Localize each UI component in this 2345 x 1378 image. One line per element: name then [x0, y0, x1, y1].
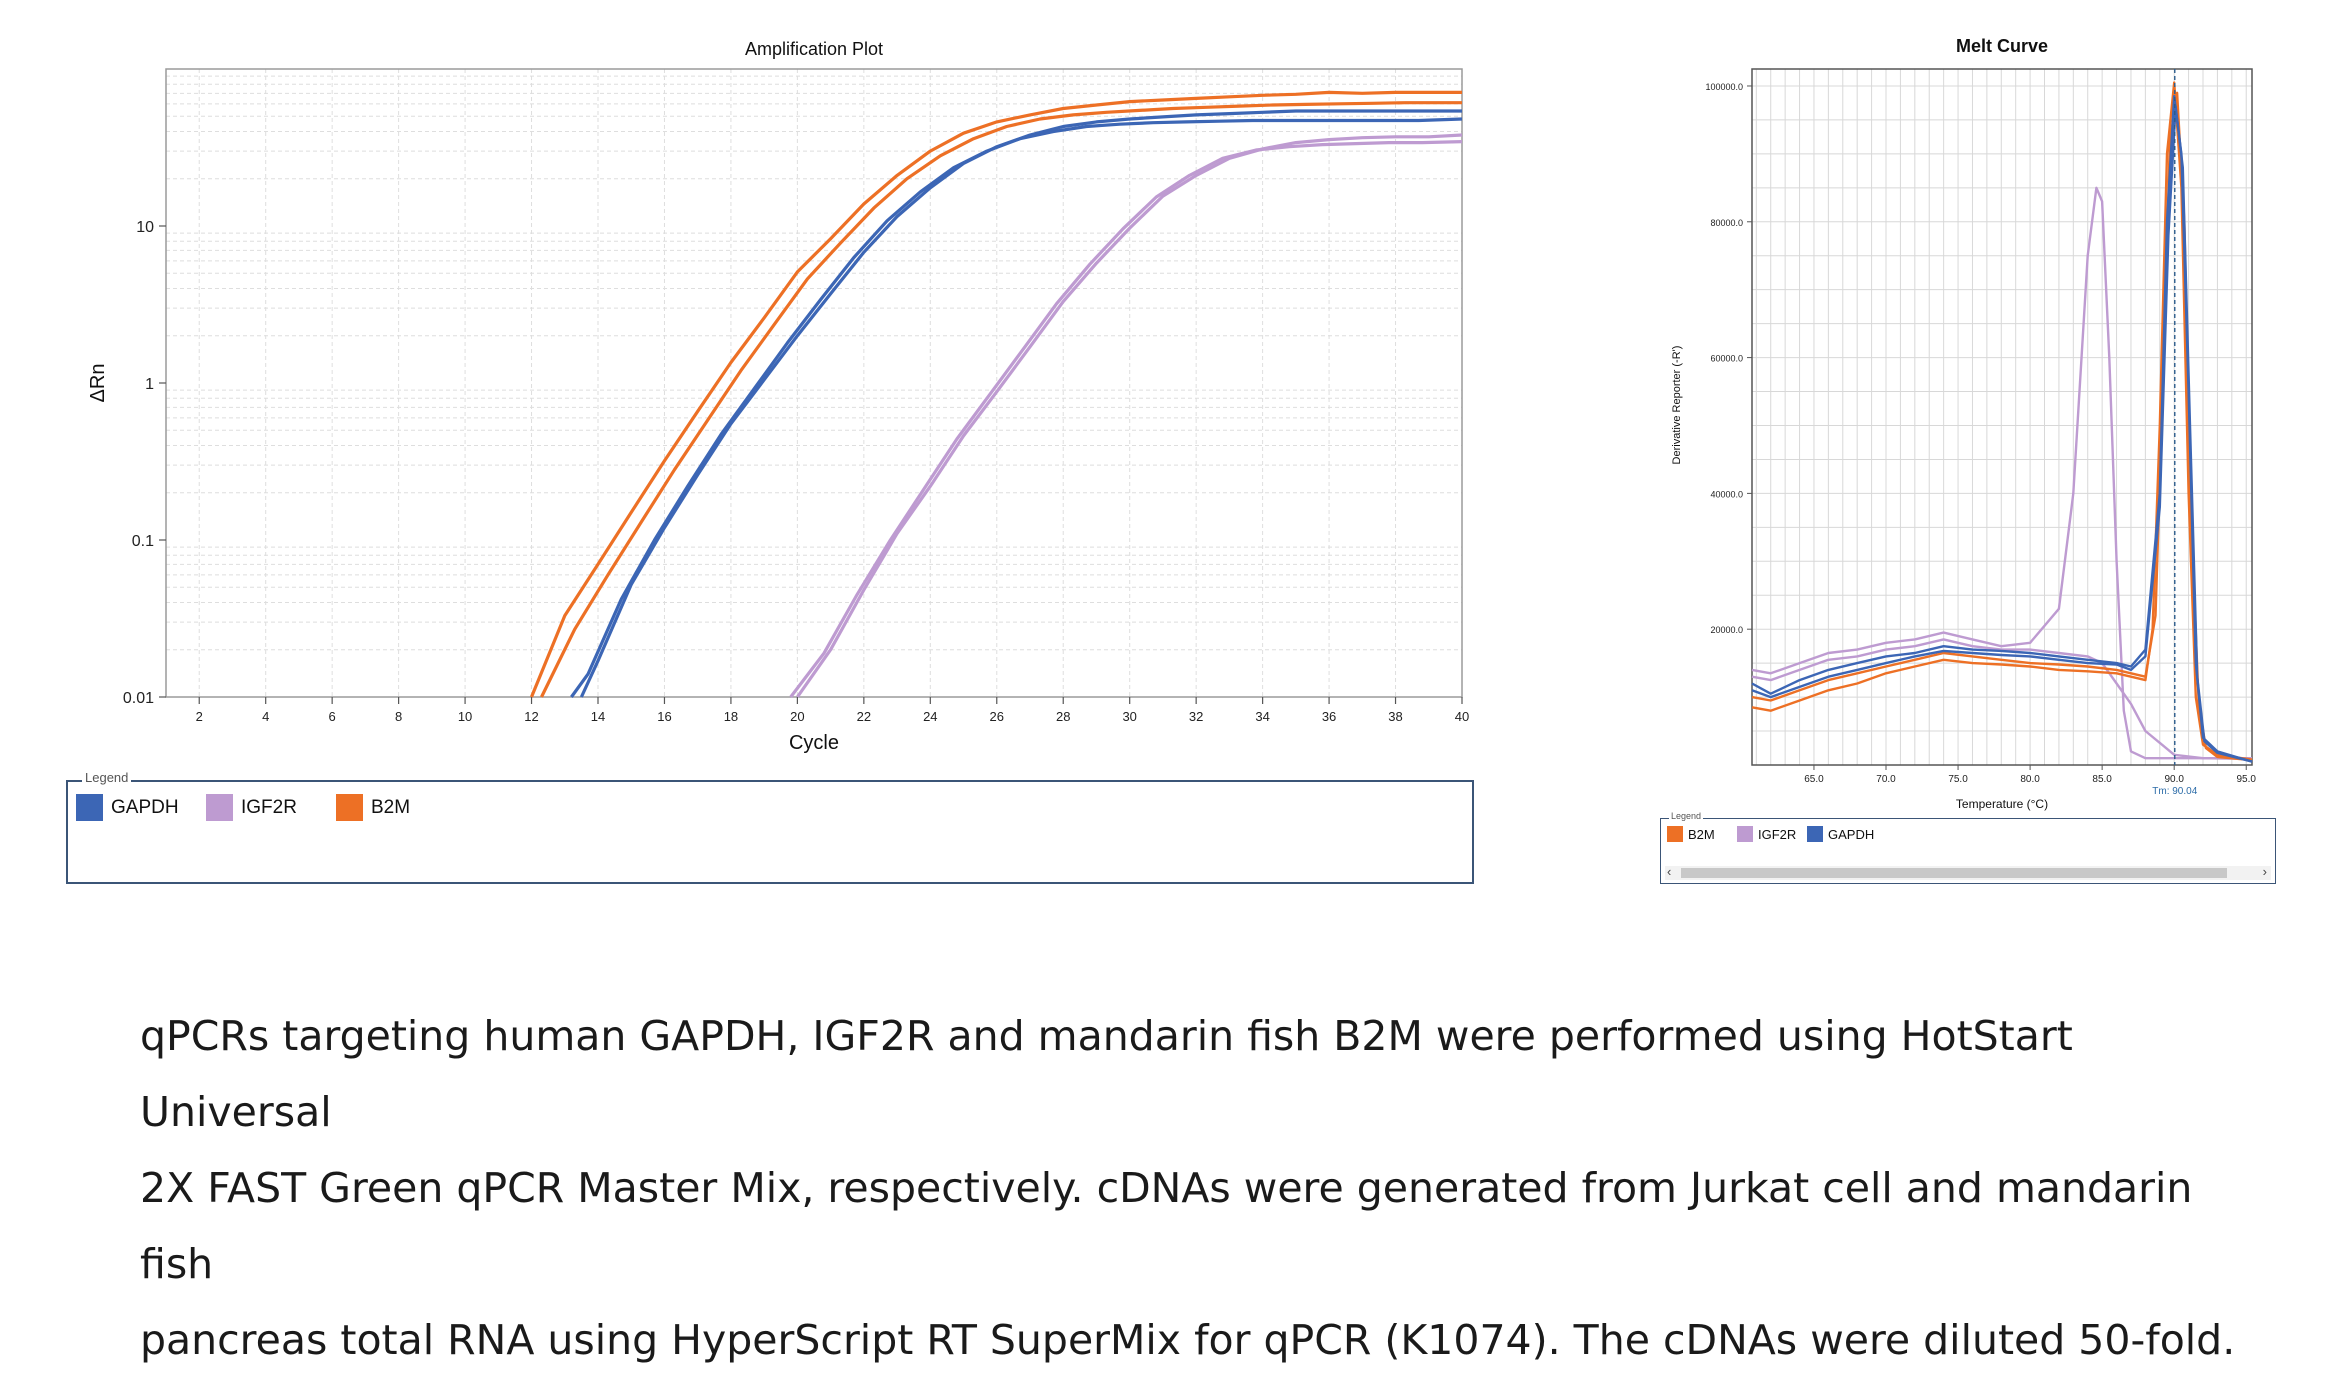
- amplification-title: Amplification Plot: [745, 39, 883, 59]
- x-tick-label: 75.0: [1948, 774, 1968, 785]
- y-tick-label: 100000.0: [1705, 82, 1743, 92]
- plot-area: [166, 69, 1462, 697]
- x-tick-label: 10: [458, 709, 472, 724]
- legend-scrollbar[interactable]: ‹ ›: [1665, 864, 2271, 880]
- tm-annotation: Tm: 90.04: [2152, 786, 2197, 797]
- amplification-y-label: ΔRn: [87, 364, 109, 403]
- amplification-plot: 2 4 6 8 10 12 14 16 18 20 22 24 26 28 30 32 34 36 38 400.01…: [87, 39, 1469, 754]
- melt-series-line: [1751, 638, 2253, 761]
- x-tick-label: 4: [262, 709, 269, 724]
- x-tick-label: 32: [1189, 709, 1203, 724]
- x-tick-label: 38: [1388, 709, 1402, 724]
- x-tick-label: 16: [657, 709, 671, 724]
- melt-series-line: [1751, 186, 2252, 760]
- amplification-series-line: [540, 101, 1462, 698]
- melt-series-line: [1751, 81, 2253, 761]
- melt-curve-plot: Tm: 90.04 65.0 70.0 75.0 80.0 85.0 90.0 95.0 200…: [1671, 36, 2256, 811]
- x-tick-label: 22: [857, 709, 871, 724]
- legend-item-gapdh[interactable]: GAPDH: [76, 794, 179, 821]
- x-tick-label: 80.0: [2020, 774, 2040, 785]
- x-tick-label: 70.0: [1876, 774, 1896, 785]
- x-tick-label: 34: [1255, 709, 1269, 724]
- x-tick-label: 36: [1322, 709, 1336, 724]
- x-tick-label: 20: [790, 709, 804, 724]
- x-tick-label: 14: [591, 709, 605, 724]
- y-tick-label: 0.01: [123, 690, 154, 707]
- x-tick-label: 2: [196, 709, 203, 724]
- x-tick-label: 6: [329, 709, 336, 724]
- x-tick-label: 18: [724, 709, 738, 724]
- y-tick-label: 1: [145, 376, 154, 393]
- amplification-legend: Legend GAPDH IGF2R B2M: [66, 770, 1474, 884]
- x-tick-label: 24: [923, 709, 937, 724]
- legend-label: GAPDH: [111, 796, 179, 818]
- y-tick-label: 60000.0: [1710, 354, 1743, 364]
- amplification-series-line: [570, 117, 1463, 698]
- y-tick-label: 80000.0: [1710, 218, 1743, 228]
- x-tick-label: 65.0: [1804, 774, 1824, 785]
- legend-swatch: [1667, 826, 1683, 842]
- scroll-left-icon[interactable]: ‹: [1667, 864, 1672, 879]
- y-tick-label: 40000.0: [1710, 489, 1743, 499]
- amplification-series-line: [796, 133, 1463, 698]
- melt-curve-legend-title: Legend: [1669, 811, 1704, 821]
- caption-line: pancreas total RNA using HyperScript RT …: [140, 1316, 2236, 1364]
- legend-item-b2m[interactable]: B2M: [336, 794, 410, 821]
- melt-plot-frame: [1751, 68, 2253, 766]
- x-tick-label: 40: [1455, 709, 1469, 724]
- melt-y-label: Derivative Reporter (-R'): [1671, 346, 1683, 465]
- legend-swatch: [1737, 826, 1753, 842]
- x-tick-label: 95.0: [2237, 774, 2257, 785]
- melt-curve-title: Melt Curve: [1956, 36, 2048, 56]
- melt-series-line: [1751, 105, 2253, 763]
- x-tick-label: 12: [524, 709, 538, 724]
- legend-label: IGF2R: [241, 796, 297, 818]
- amplification-series-line: [530, 90, 1462, 698]
- scroll-right-icon[interactable]: ›: [2262, 864, 2267, 879]
- figure-canvas: 2 4 6 8 10 12 14 16 18 20 22 24 26 28 30 32 34 36 38 400.01…: [87, 36, 2256, 811]
- x-tick-label: 26: [990, 709, 1004, 724]
- legend-label: B2M: [1688, 826, 1715, 842]
- y-tick-label: 20000.0: [1710, 625, 1743, 635]
- legend-swatch: [1807, 826, 1823, 842]
- x-tick-label: 8: [395, 709, 402, 724]
- legend-swatch: [76, 794, 103, 821]
- legend-label: GAPDH: [1828, 826, 1875, 842]
- y-tick-label: 0.1: [132, 533, 154, 550]
- legend-item-igf2r[interactable]: IGF2R: [206, 794, 297, 821]
- legend-swatch: [336, 794, 363, 821]
- amplification-x-label: Cycle: [789, 732, 839, 754]
- legend-swatch: [206, 794, 233, 821]
- x-tick-label: 85.0: [2092, 774, 2112, 785]
- caption-line: 2X FAST Green qPCR Master Mix, respectiv…: [140, 1164, 2193, 1288]
- legend-label: B2M: [371, 796, 411, 818]
- caption-line: qPCRs targeting human GAPDH, IGF2R and m…: [140, 1012, 2073, 1136]
- x-tick-label: 30: [1122, 709, 1136, 724]
- legend-item-b2m[interactable]: B2M: [1667, 826, 1715, 842]
- amplification-series-line: [789, 140, 1463, 698]
- legend-item-igf2r[interactable]: IGF2R: [1737, 826, 1796, 842]
- scrollbar-thumb[interactable]: [1681, 868, 2227, 878]
- amplification-legend-title: Legend: [82, 770, 132, 785]
- x-tick-label: 28: [1056, 709, 1070, 724]
- figure-caption: qPCRs targeting human GAPDH, IGF2R and m…: [140, 998, 2270, 1378]
- legend-label: IGF2R: [1758, 826, 1797, 842]
- x-tick-label: 90.0: [2164, 774, 2184, 785]
- legend-item-gapdh[interactable]: GAPDH: [1807, 826, 1874, 842]
- melt-curve-legend: Legend ‹ › B2M IGF2R GAPDH: [1660, 811, 2276, 884]
- melt-x-label: Temperature (°C): [1956, 797, 2048, 811]
- y-tick-label: 10: [136, 219, 154, 236]
